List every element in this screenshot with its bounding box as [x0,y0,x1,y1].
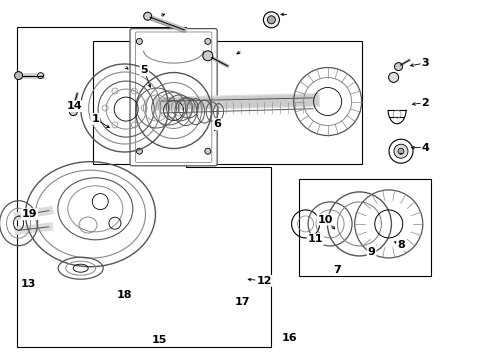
Circle shape [69,108,77,116]
Text: 15: 15 [151,335,166,345]
Text: 4: 4 [421,143,428,153]
Text: 6: 6 [213,119,221,129]
Text: 13: 13 [20,279,36,289]
Text: 18: 18 [117,290,132,300]
Circle shape [267,16,275,24]
Text: 9: 9 [367,247,375,257]
Bar [299,179,430,276]
Circle shape [388,72,398,82]
Text: 5: 5 [140,65,148,75]
Circle shape [204,148,210,154]
Text: 16: 16 [281,333,297,343]
Circle shape [263,12,279,28]
Circle shape [136,39,142,44]
Text: 2: 2 [421,98,428,108]
Text: 3: 3 [421,58,428,68]
Circle shape [397,148,403,154]
Circle shape [203,51,212,61]
Circle shape [204,39,210,44]
Text: 10: 10 [317,215,332,225]
Circle shape [393,144,407,158]
Circle shape [15,72,22,80]
Text: 17: 17 [234,297,250,307]
Circle shape [394,63,402,71]
Circle shape [136,148,142,154]
Text: 11: 11 [307,234,323,244]
FancyBboxPatch shape [130,28,217,166]
Text: 7: 7 [333,265,341,275]
Text: 14: 14 [67,101,82,111]
Text: 12: 12 [256,276,271,286]
Circle shape [143,12,151,20]
Text: 19: 19 [21,209,37,219]
Text: 1: 1 [91,114,99,124]
Text: 8: 8 [396,240,404,250]
